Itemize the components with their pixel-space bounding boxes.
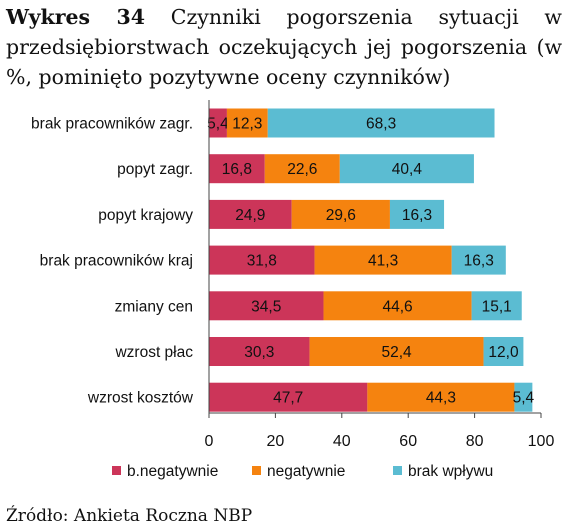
bar-segment — [309, 337, 484, 366]
category-label: wzrost płac — [114, 344, 193, 361]
bar-segment — [209, 108, 227, 138]
x-tick-label: 40 — [333, 433, 351, 450]
bar-segment — [471, 291, 522, 321]
chart-number: Wykres 34 — [6, 5, 145, 29]
x-tick-label: 80 — [466, 433, 484, 450]
data-label: 68,3 — [366, 116, 396, 133]
data-label: 52,4 — [381, 344, 412, 361]
data-label: 30,3 — [244, 344, 274, 361]
bar-segment — [209, 382, 368, 412]
data-label: 47,7 — [273, 390, 303, 407]
data-label: 34,5 — [251, 298, 281, 315]
data-label: 12,3 — [232, 116, 262, 133]
bar-segment — [209, 199, 292, 229]
x-tick-label: 60 — [399, 433, 417, 450]
data-label: 24,9 — [235, 207, 265, 224]
bar-segment — [209, 291, 324, 321]
bar-segment — [291, 199, 390, 229]
category-label: zmiany cen — [115, 298, 193, 315]
legend-label: negatywnie — [267, 463, 345, 480]
data-label: 22,6 — [287, 161, 317, 178]
source-note: Źródło: Ankieta Roczna NBP — [6, 506, 253, 526]
data-label: 29,6 — [326, 207, 356, 224]
bar-segment — [483, 337, 524, 366]
category-label: brak pracowników zagr. — [31, 116, 193, 133]
bar-segment — [314, 245, 452, 275]
legend-swatch — [252, 466, 261, 475]
x-tick-label: 0 — [205, 433, 214, 450]
data-label: 16,8 — [222, 161, 252, 178]
data-label: 44,3 — [426, 390, 456, 407]
bar-segment — [209, 245, 315, 275]
bar-segment — [209, 154, 265, 184]
chart-title: Wykres 34 Czynniki pogorszenia sytuacji … — [6, 2, 562, 92]
legend-swatch — [393, 466, 402, 475]
bar-segment — [367, 382, 515, 412]
category-label: popyt zagr. — [117, 161, 193, 178]
data-label: 5,4 — [207, 116, 229, 133]
data-label: 16,3 — [464, 253, 494, 270]
category-label: brak pracowników kraj — [40, 253, 193, 270]
bar-segment — [267, 108, 495, 138]
bar-segment — [514, 382, 533, 412]
bar-segment — [209, 337, 310, 366]
data-label: 5,4 — [513, 390, 535, 407]
chart-title-text: Czynniki pogorszenia sytuacji w przedsię… — [6, 5, 562, 89]
bar-segment — [323, 291, 472, 321]
legend-label: brak wpływu — [408, 463, 493, 480]
legend-swatch — [112, 466, 121, 475]
data-label: 41,3 — [368, 253, 398, 270]
data-label: 40,4 — [392, 161, 423, 178]
bar-segment — [226, 108, 268, 138]
category-label: popyt krajowy — [98, 207, 193, 224]
data-label: 16,3 — [402, 207, 432, 224]
bar-segment — [451, 245, 506, 275]
data-label: 12,0 — [488, 344, 519, 361]
data-label: 44,6 — [382, 298, 412, 315]
category-label: wzrost kosztów — [87, 390, 194, 407]
bar-segment — [264, 154, 340, 184]
data-label: 31,8 — [247, 253, 277, 270]
data-label: 15,1 — [482, 298, 512, 315]
x-tick-label: 20 — [267, 433, 285, 450]
bar-segment — [389, 199, 445, 229]
bar-segment — [339, 154, 474, 184]
legend-label: b.negatywnie — [127, 463, 218, 480]
x-tick-label: 100 — [528, 433, 555, 450]
